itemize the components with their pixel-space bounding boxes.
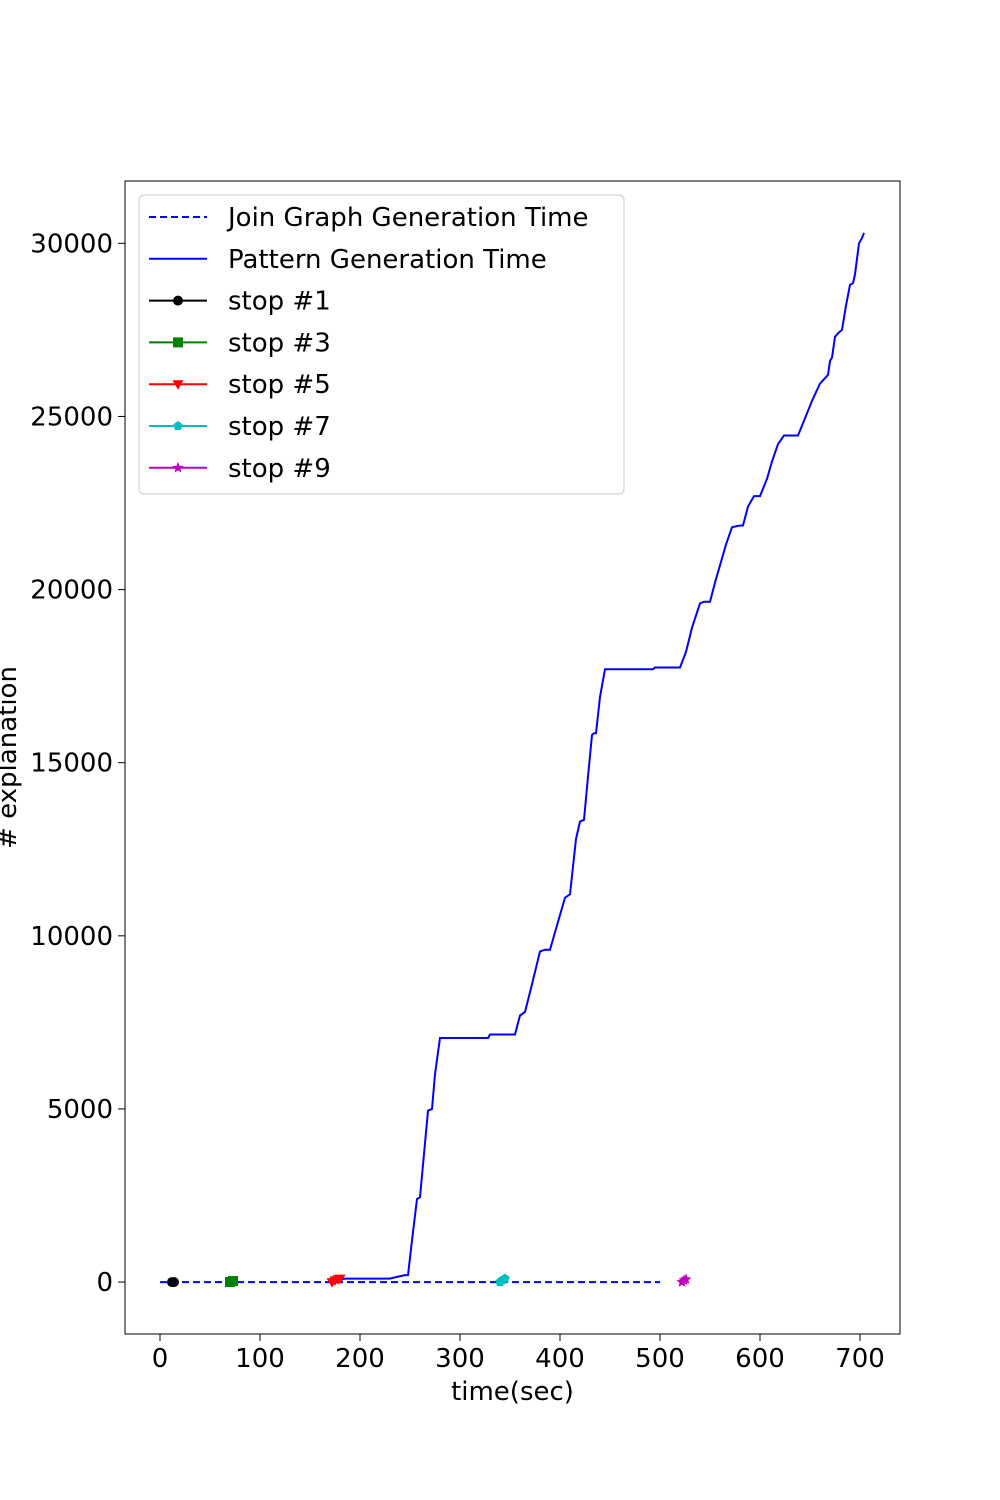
- x-tick-label: 700: [835, 1344, 885, 1374]
- x-tick-label: 500: [635, 1344, 685, 1374]
- y-tick-label: 5000: [47, 1095, 113, 1125]
- legend-marker-stop-9: [172, 461, 184, 473]
- plot-area: [160, 232, 865, 1288]
- x-tick-label: 300: [435, 1344, 485, 1374]
- data-point-stop-3: [228, 1276, 238, 1287]
- plot-frame: [124, 180, 901, 1335]
- x-tick-label: 100: [235, 1344, 285, 1374]
- legend-label-stop-3: stop #3: [228, 328, 331, 358]
- legend-label-pattern-generation-time: Pattern Generation Time: [228, 245, 547, 275]
- x-tick-label: 0: [152, 1344, 169, 1374]
- legend-label-stop-7: stop #7: [228, 412, 331, 442]
- series-line-pattern-generation-time: [334, 232, 865, 1284]
- x-tick-label: 400: [535, 1344, 585, 1374]
- data-point-stop-1: [169, 1277, 179, 1288]
- data-point-stop-7: [500, 1273, 510, 1283]
- legend-marker-stop-5: [172, 380, 184, 390]
- data-point-stop-9: [680, 1273, 692, 1285]
- y-tick-label: 10000: [30, 922, 113, 952]
- x-axis-label: time(sec): [451, 1377, 574, 1407]
- axes: 0 100 200 300 400 500 600 700 0 5000 10000 15000 200…: [30, 229, 885, 1374]
- x-tick-label: 200: [335, 1344, 385, 1374]
- legend-box: [138, 194, 625, 495]
- legend-label-stop-5: stop #5: [228, 370, 331, 400]
- legend-label-stop-9: stop #9: [228, 454, 331, 484]
- y-tick-label: 20000: [30, 576, 113, 606]
- x-tick-label: 600: [735, 1344, 785, 1374]
- legend-marker-stop-1: [173, 295, 183, 306]
- y-axis-label: # explanation: [0, 666, 23, 849]
- y-tick-label: 25000: [30, 402, 113, 432]
- legend: Join Graph Generation Time Pattern Genera…: [138, 194, 625, 495]
- y-tick-label: 30000: [30, 229, 113, 259]
- legend-marker-stop-7: [173, 421, 183, 431]
- y-tick-label: 15000: [30, 749, 113, 779]
- legend-label-join-graph-generation-time: Join Graph Generation Time: [226, 203, 589, 233]
- legend-marker-stop-3: [173, 337, 183, 348]
- legend-label-stop-1: stop #1: [228, 287, 331, 317]
- y-tick-label: 0: [96, 1268, 113, 1298]
- data-point-stop-5: [334, 1274, 346, 1285]
